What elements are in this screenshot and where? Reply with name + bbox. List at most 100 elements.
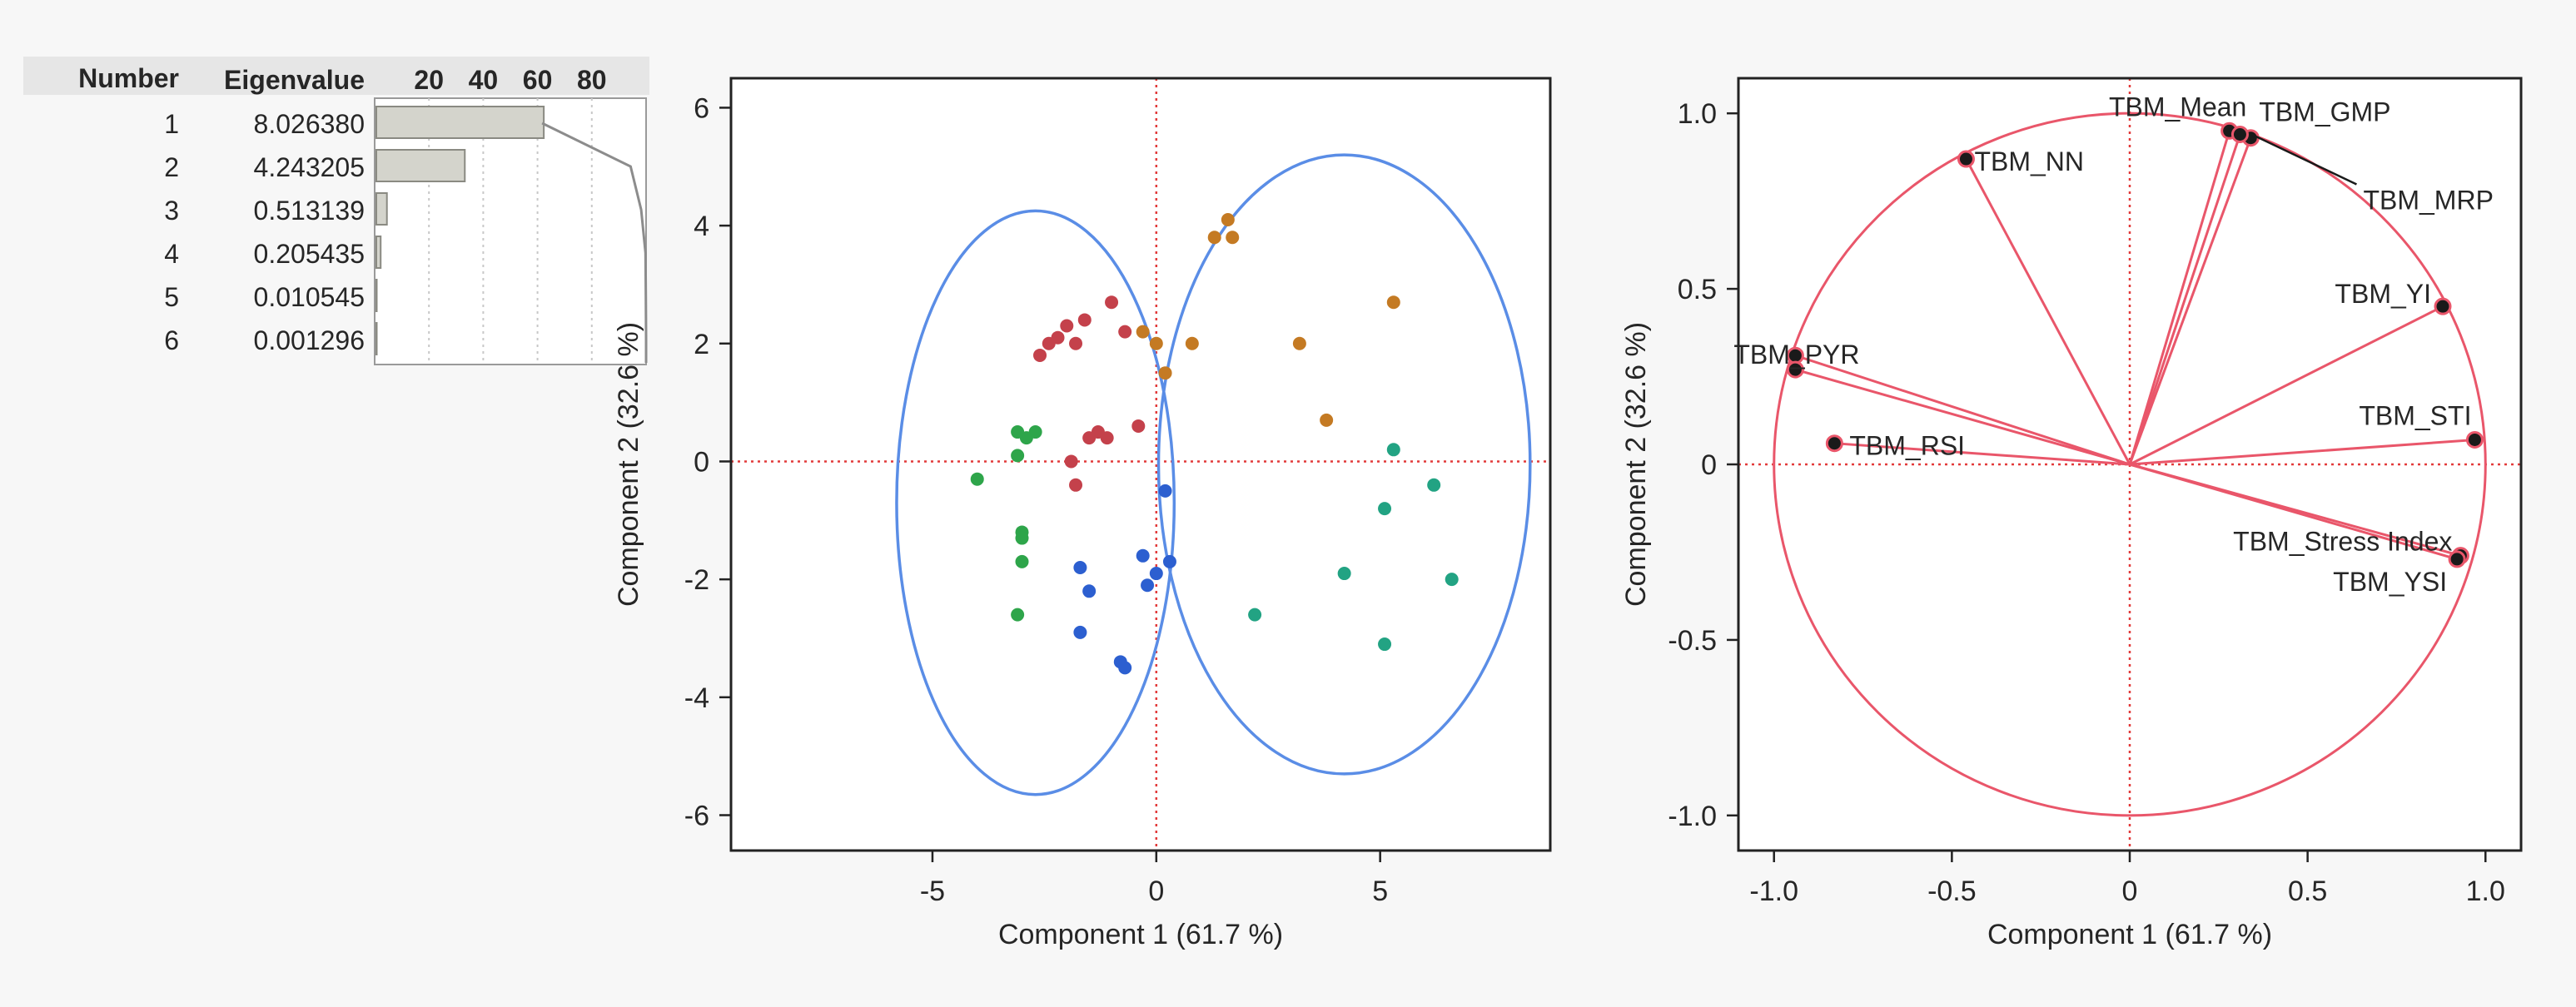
score-point [1118, 325, 1132, 339]
score-point [1386, 443, 1400, 457]
loading-x-tick-label: -1.0 [1749, 876, 1798, 907]
loading-vector [1794, 368, 2131, 466]
loading-y-tick-label: -1.0 [1668, 801, 1717, 832]
score-point [1207, 231, 1221, 245]
bar-axis-tick-label: 80 [577, 65, 607, 95]
loading-point [1957, 150, 1975, 168]
density-ellipse [1156, 153, 1532, 776]
score-plot: -5 0 5 -6 -4 -2 0 2 4 6 Component 1 (61.7 %) Compon… [613, 77, 1552, 950]
row-number: 1 [164, 109, 179, 139]
score-point [1100, 431, 1114, 445]
score-point [1158, 366, 1172, 380]
loading-label: TBM_RSI [1849, 431, 1965, 461]
score-point [1033, 348, 1047, 362]
bar-axis-tick-label: 40 [469, 65, 499, 95]
cumulative-percent-line [541, 122, 648, 363]
score-point [1378, 502, 1392, 516]
label-leader-line [2250, 133, 2357, 186]
score-y-tick-label: 4 [694, 211, 709, 242]
bar-axis-tick-label: 60 [523, 65, 553, 95]
score-point [1149, 336, 1163, 350]
row-eigenvalue: 8.026380 [254, 109, 365, 139]
score-point [1158, 484, 1172, 498]
score-point [1136, 325, 1150, 339]
loading-x-axis-label: Component 1 (61.7 %) [1987, 919, 2272, 950]
loading-vector [2129, 463, 2458, 561]
row-number: 2 [164, 152, 179, 182]
loading-y-axis-label: Component 2 (32.6 %) [1620, 322, 1652, 607]
loading-point [2465, 430, 2484, 449]
loading-vector [1834, 442, 2131, 466]
loading-y-tick-label: -0.5 [1668, 625, 1717, 657]
loading-point [1786, 360, 1804, 379]
score-point [1337, 567, 1351, 581]
score-point [1320, 413, 1334, 427]
score-point [1427, 478, 1441, 492]
score-point [1073, 560, 1087, 574]
score-plot-frame [729, 77, 1552, 852]
score-point [1162, 554, 1176, 568]
score-y-tick-label: 2 [694, 329, 709, 360]
score-point [1051, 330, 1065, 345]
eigenvalue-bar [375, 106, 545, 139]
row-number: 5 [164, 282, 179, 312]
loading-label: TBM_PYR [1733, 340, 1859, 370]
score-point [1386, 295, 1400, 310]
score-point [1136, 548, 1150, 563]
loading-label: TBM_Stress Index [2233, 527, 2452, 557]
score-y-tick-label: -6 [684, 800, 709, 831]
score-point [1248, 608, 1262, 622]
loading-y-tick-label: 1.0 [1678, 98, 1717, 130]
score-point [1149, 567, 1163, 581]
loading-x-tick-label: 0 [2122, 876, 2138, 907]
score-point [1069, 478, 1083, 492]
score-plot-bg [731, 78, 1550, 851]
score-point [1060, 319, 1074, 333]
bar-axis-tick-label: 20 [414, 65, 444, 95]
score-point [1292, 336, 1306, 350]
score-point [1028, 425, 1042, 439]
column-header-eigenvalue: Eigenvalue [224, 65, 365, 95]
score-point [1221, 213, 1235, 227]
loading-y-tick-label: 0.5 [1678, 274, 1717, 305]
row-number: 6 [164, 325, 179, 355]
score-point [1378, 637, 1392, 652]
row-number: 3 [164, 196, 179, 226]
score-point [1118, 661, 1132, 675]
loading-point [2448, 550, 2466, 568]
loading-point [2230, 125, 2249, 143]
eigenvalue-bar [375, 149, 466, 182]
score-y-tick-label: -2 [684, 564, 709, 596]
loading-label: TBM_YSI [2333, 567, 2447, 597]
score-point [1105, 295, 1119, 310]
row-eigenvalue: 0.001296 [254, 325, 365, 355]
loading-x-tick-label: -0.5 [1927, 876, 1977, 907]
row-eigenvalue: 0.513139 [254, 196, 365, 226]
eigenvalue-table: Number Eigenvalue 20 40 60 80 1 8.026380 2 4.2432… [23, 57, 649, 365]
loading-x-tick-label: 0.5 [2288, 876, 2327, 907]
loading-vector [2128, 134, 2241, 465]
row-number: 4 [164, 239, 179, 269]
eigenvalue-bar [375, 322, 378, 355]
score-y-tick-label: -4 [684, 682, 709, 714]
score-point [1141, 578, 1155, 593]
loading-point [2434, 297, 2452, 315]
score-point [1082, 584, 1097, 598]
loading-vector [2128, 137, 2252, 465]
table-header-bg [23, 57, 649, 95]
eigenvalue-bar [375, 236, 382, 269]
eigenvalue-bar [375, 192, 388, 226]
score-point [1011, 449, 1025, 463]
row-eigenvalue: 0.205435 [254, 239, 365, 269]
score-y-tick-label: 0 [694, 446, 709, 478]
score-point [1069, 336, 1083, 350]
score-point [1131, 419, 1146, 433]
score-x-tick-label: 0 [1148, 876, 1164, 907]
loading-point [1825, 434, 1843, 453]
loading-label: TBM_STI [2359, 400, 2471, 430]
loading-x-tick-label: 1.0 [2466, 876, 2505, 907]
score-point [1185, 336, 1199, 350]
score-point [1011, 608, 1025, 622]
